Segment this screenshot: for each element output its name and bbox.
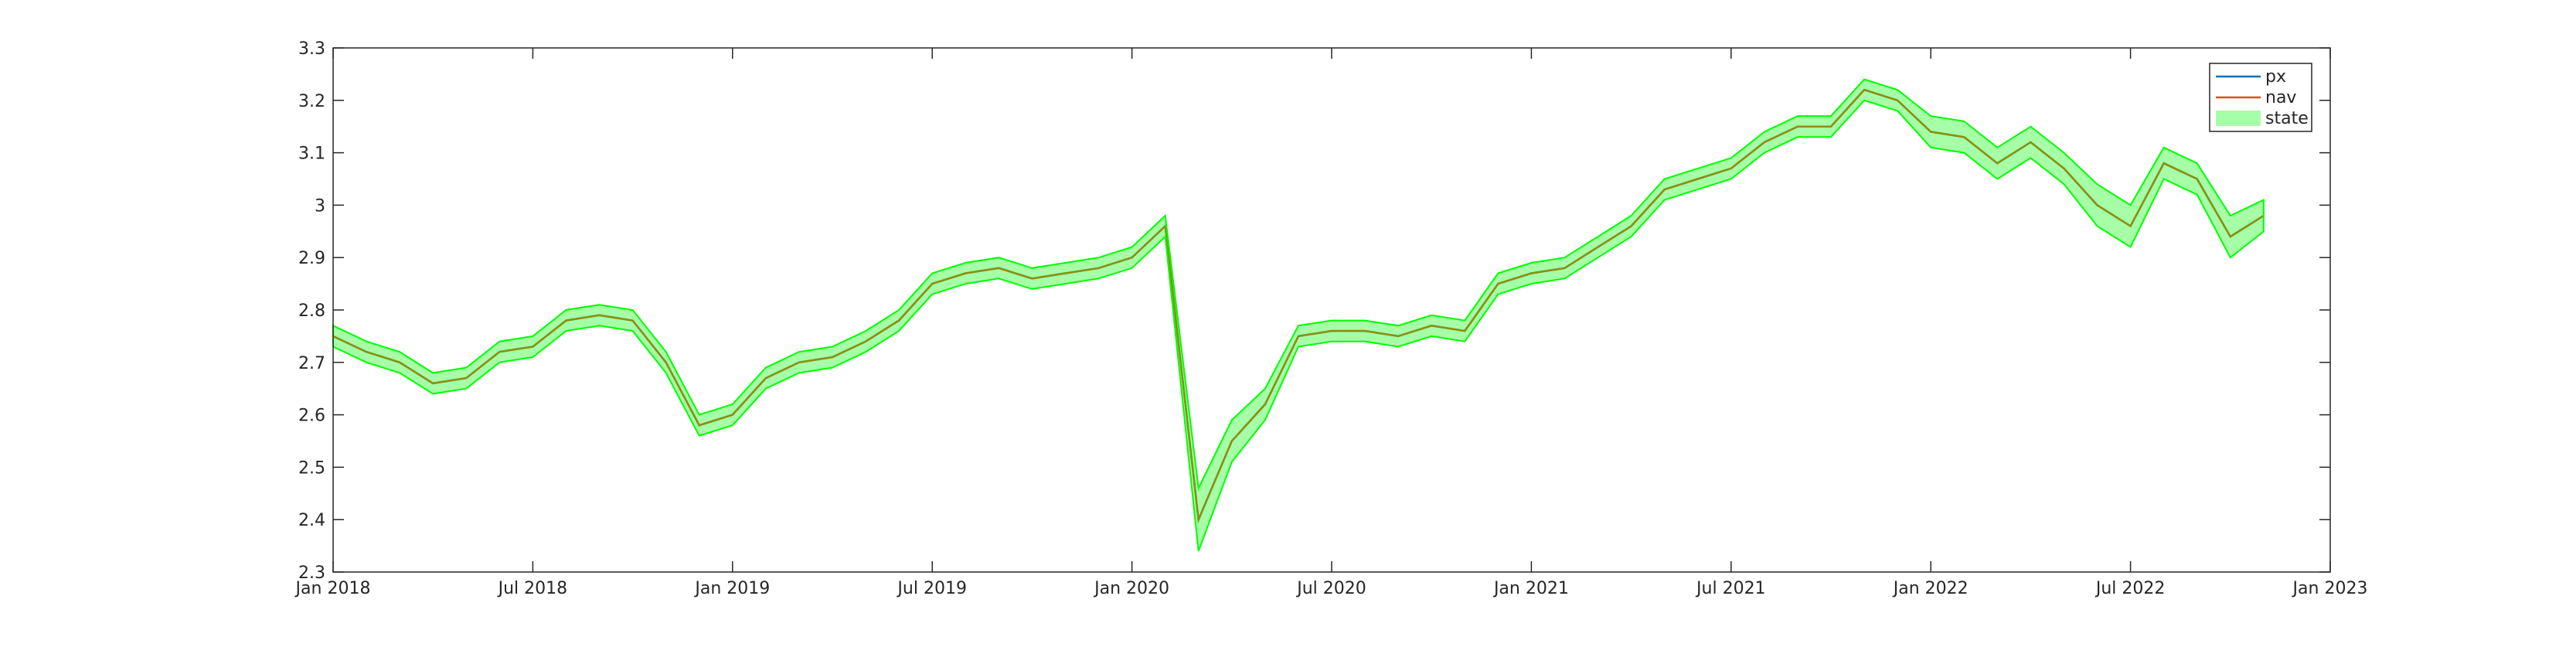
legend-label: px [2265, 67, 2286, 87]
y-tick-label: 3.2 [298, 92, 325, 111]
x-tick-label: Jan 2018 [294, 579, 371, 598]
x-tick-label: Jul 2018 [497, 579, 568, 598]
x-tick-label: Jan 2022 [1892, 579, 1969, 598]
x-tick-label: Jul 2021 [1695, 579, 1766, 598]
y-tick-label: 2.3 [298, 564, 325, 583]
y-tick-label: 2.9 [298, 249, 325, 268]
legend-swatch [2216, 111, 2261, 126]
series-line [332, 88, 2265, 524]
y-tick-label: 2.5 [298, 458, 325, 478]
state-band [332, 78, 2265, 552]
y-tick-label: 2.7 [298, 354, 325, 373]
y-tick-label: 3.1 [298, 145, 325, 164]
x-tick-label: Jan 2023 [2292, 579, 2368, 598]
legend-label: state [2265, 109, 2309, 128]
y-tick-label: 2.8 [298, 301, 325, 321]
x-tick-label: Jan 2019 [693, 579, 770, 598]
x-tick-label: Jan 2020 [1093, 579, 1169, 598]
x-tick-label: Jan 2021 [1492, 579, 1569, 598]
legend-label: nav [2265, 88, 2296, 107]
y-tick-label: 2.6 [298, 407, 325, 426]
x-tick-label: Jul 2019 [896, 579, 967, 598]
axes-box [332, 47, 2331, 573]
y-tick-label: 3 [315, 196, 325, 216]
y-tick-label: 2.4 [298, 511, 325, 530]
x-tick-label: Jul 2020 [1295, 579, 1366, 598]
y-tick-label: 3.3 [298, 39, 325, 59]
x-tick-label: Jul 2022 [2094, 579, 2166, 598]
